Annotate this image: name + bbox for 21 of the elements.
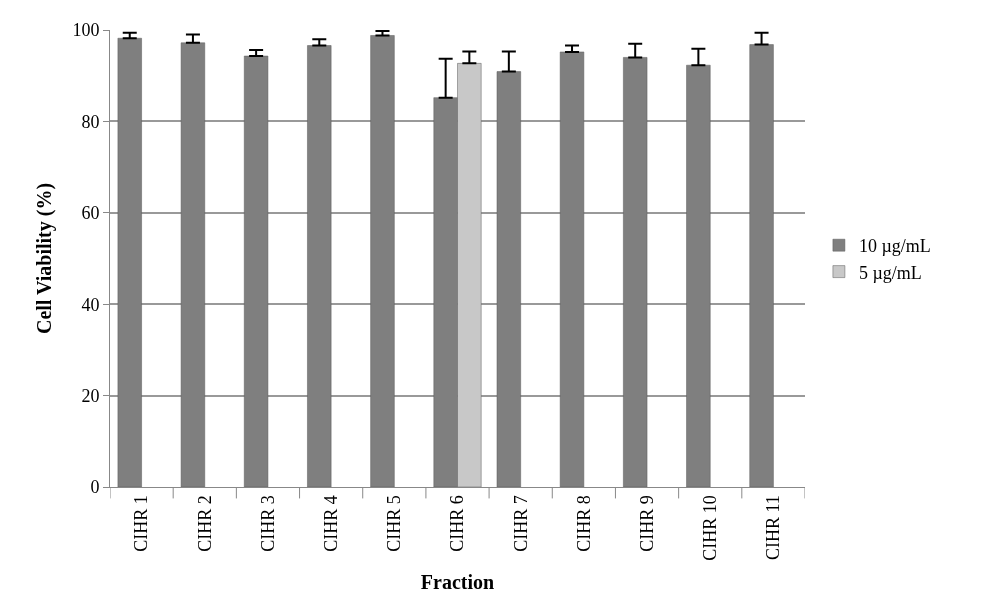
y-tick-label: 40 — [81, 294, 100, 315]
y-tick-label: 20 — [81, 385, 100, 406]
x-tick-label: CIHR 2 — [194, 495, 215, 552]
x-tick-label: CIHR 9 — [636, 495, 657, 552]
x-tick-label: CIHR 7 — [510, 495, 531, 552]
x-tick-label: CIHR 4 — [320, 495, 341, 552]
y-axis-title: Cell Viability (%) — [32, 182, 56, 335]
y-tick-label: 100 — [72, 20, 100, 41]
y-tick-label: 0 — [90, 477, 100, 498]
y-tick-label: 80 — [81, 111, 100, 132]
legend-label: 10 µg/mL — [858, 236, 931, 257]
x-tick-label: CIHR 3 — [257, 495, 278, 552]
x-tick-label: CIHR 6 — [447, 495, 468, 552]
y-tick-label: 60 — [81, 203, 100, 224]
x-tick-label: CIHR 11 — [763, 495, 784, 561]
x-tick-label: CIHR 10 — [700, 495, 721, 561]
legend-label: 5 µg/mL — [858, 262, 922, 283]
x-axis-title: Fraction — [420, 571, 495, 594]
x-tick-label: CIHR 1 — [131, 495, 152, 552]
x-tick-label: CIHR 8 — [573, 495, 594, 552]
x-tick-label: CIHR 5 — [384, 495, 405, 552]
